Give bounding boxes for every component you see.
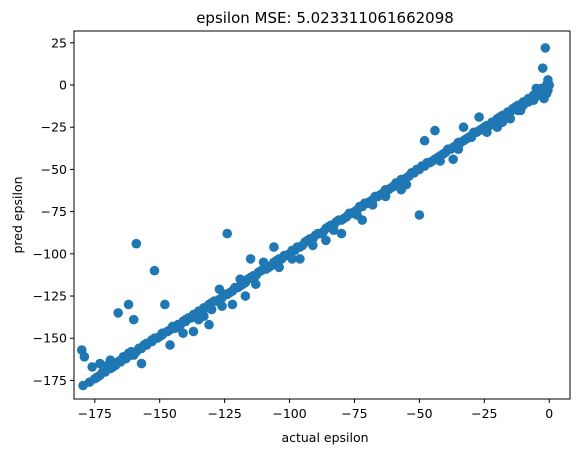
data-point xyxy=(180,316,191,327)
data-point xyxy=(128,314,139,325)
data-point xyxy=(453,144,464,154)
x-tick-label: −75 xyxy=(341,406,367,421)
data-point xyxy=(79,352,90,362)
data-point xyxy=(458,122,469,133)
y-tick-label: −50 xyxy=(41,162,67,177)
data-point xyxy=(87,362,97,372)
data-point xyxy=(250,279,261,290)
data-point xyxy=(505,113,516,124)
data-point xyxy=(258,257,269,268)
y-axis-label: pred epsilon xyxy=(10,176,25,253)
data-point xyxy=(206,304,217,315)
data-point xyxy=(287,254,297,264)
data-point xyxy=(515,105,526,116)
data-point xyxy=(336,228,347,239)
x-tick-label: 0 xyxy=(545,406,553,421)
data-point xyxy=(204,319,214,330)
data-point xyxy=(217,301,227,311)
data-point xyxy=(401,179,412,190)
data-point xyxy=(295,254,305,264)
data-point xyxy=(95,358,105,369)
data-point xyxy=(123,299,134,310)
data-point xyxy=(448,154,458,165)
data-point xyxy=(149,265,160,276)
y-tick-label: 0 xyxy=(59,78,67,93)
data-point xyxy=(414,210,425,220)
data-point xyxy=(193,314,204,325)
data-point xyxy=(308,240,318,251)
data-point xyxy=(466,132,477,143)
x-axis-label: actual epsilon xyxy=(281,430,368,445)
x-tick-label: −125 xyxy=(207,406,241,421)
data-point xyxy=(328,225,339,235)
data-point xyxy=(269,242,279,252)
data-point xyxy=(165,340,175,350)
data-point xyxy=(113,308,123,318)
data-points xyxy=(76,43,555,391)
y-tick-label: −150 xyxy=(33,331,67,346)
data-point xyxy=(430,125,440,136)
data-point xyxy=(178,328,188,338)
data-point xyxy=(84,377,95,387)
y-tick-label: −25 xyxy=(41,120,67,135)
y-tick-label: −75 xyxy=(41,204,67,219)
data-point xyxy=(321,235,331,246)
data-point xyxy=(235,274,245,284)
data-point xyxy=(474,112,484,122)
data-point xyxy=(240,291,251,301)
data-point xyxy=(497,117,508,127)
data-point xyxy=(245,254,256,264)
data-point xyxy=(537,63,548,73)
y-tick-label: −175 xyxy=(33,373,67,388)
data-point xyxy=(222,228,233,239)
x-tick-label: −25 xyxy=(471,406,497,421)
plot-frame xyxy=(73,30,571,400)
data-point xyxy=(535,88,545,99)
y-tick-label: −125 xyxy=(33,289,67,304)
data-point xyxy=(131,238,142,249)
data-point xyxy=(170,323,181,333)
data-point xyxy=(274,262,284,273)
data-point xyxy=(367,200,378,210)
data-point xyxy=(482,127,492,138)
data-point xyxy=(188,326,199,337)
data-point xyxy=(136,358,147,369)
y-tick-label: −100 xyxy=(33,246,67,261)
data-point xyxy=(528,95,539,106)
x-tick-label: −50 xyxy=(406,406,432,421)
chart-title: epsilon MSE: 5.023311061662098 xyxy=(196,9,454,27)
y-axis-ticks: 25 0 −25 −50 −75 −100 −125 −150 −175 xyxy=(33,35,74,388)
data-point xyxy=(214,284,225,295)
x-tick-label: −175 xyxy=(78,406,112,421)
x-tick-label: −100 xyxy=(272,406,306,421)
x-axis-ticks: −175 −150 −125 −100 −75 −50 −25 0 xyxy=(78,399,553,421)
data-point xyxy=(540,43,551,53)
x-tick-label: −150 xyxy=(143,406,177,421)
data-point xyxy=(543,85,553,95)
data-point xyxy=(380,191,391,202)
y-tick-label: 25 xyxy=(51,35,67,50)
data-point xyxy=(419,135,430,146)
data-point xyxy=(352,210,362,220)
data-point xyxy=(160,299,170,310)
data-point xyxy=(227,299,238,310)
data-point xyxy=(435,156,445,166)
